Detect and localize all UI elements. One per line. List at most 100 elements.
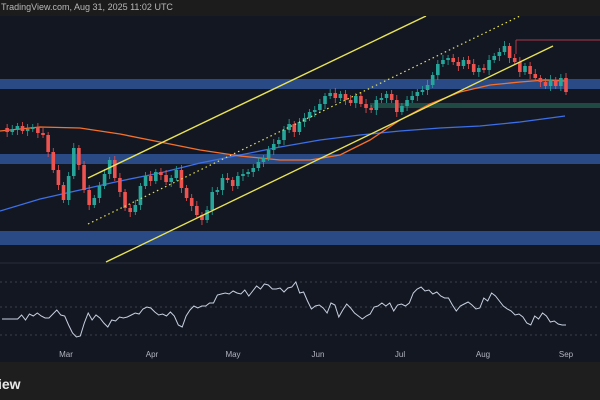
candle-body [174, 170, 179, 178]
candle-body [369, 108, 373, 110]
candle-body [425, 85, 430, 90]
candle-body [133, 205, 138, 212]
candle-body [436, 64, 440, 75]
support-zone-middle [0, 154, 600, 164]
candle-body [359, 96, 363, 104]
rsi-line [2, 280, 566, 338]
candle-body [5, 128, 9, 132]
candle-body [143, 176, 148, 186]
candle-body [328, 93, 332, 96]
candle-body [41, 133, 45, 135]
candle-body [364, 104, 368, 108]
candle-body [30, 127, 35, 129]
x-axis-label-aug: Aug [476, 350, 490, 359]
candle-body [200, 215, 204, 220]
x-axis-label-jun: Jun [312, 350, 325, 359]
candle-body [256, 162, 261, 168]
candle-body [497, 52, 502, 56]
candle-body [113, 160, 117, 178]
channel-middle [87, 16, 521, 225]
candle-body [389, 94, 394, 100]
candle-body [164, 175, 168, 182]
candle-body [225, 178, 230, 180]
candle-body [36, 127, 40, 133]
candle-body [71, 148, 76, 176]
candle-body [400, 106, 404, 112]
ma-100-line [0, 79, 566, 161]
candle-body [220, 178, 225, 190]
candle-body [241, 174, 245, 176]
candle-body [333, 93, 338, 98]
candle-body [533, 74, 538, 78]
candle-body [487, 60, 491, 70]
tradingview-brand: iew [0, 376, 21, 392]
candle-body [379, 98, 384, 100]
candle-body [353, 96, 358, 103]
candle-body [15, 126, 20, 130]
candle-body [384, 94, 389, 98]
support-zone-lower [0, 231, 600, 245]
watermark-text: TradingView.com, Aug 31, 2025 11:02 UTC [1, 2, 173, 12]
candle-body [282, 130, 286, 140]
watermark-bar: TradingView.com, Aug 31, 2025 11:02 UTC [0, 0, 600, 16]
chart-canvas[interactable]: Mar Apr May Jun Jul Aug Sep [0, 16, 600, 362]
candle-body [512, 58, 517, 62]
price-chart[interactable]: Mar Apr May Jun Jul Aug Sep [0, 16, 600, 362]
candle-body [87, 190, 91, 205]
candle-body [66, 176, 71, 200]
candle-body [420, 90, 425, 92]
candle-body [456, 62, 461, 66]
candle-body [528, 66, 532, 74]
candle-body [287, 124, 291, 130]
candle-body [195, 206, 199, 215]
candle-body [343, 94, 348, 100]
candle-body [559, 78, 563, 86]
channel-lower [105, 45, 554, 263]
candle-body [553, 80, 558, 86]
x-axis-label-may: May [225, 350, 240, 359]
candle-body [302, 118, 307, 122]
candle-body [292, 124, 297, 132]
candle-body [477, 68, 481, 72]
candle-body [123, 192, 127, 208]
candle-body [10, 130, 15, 132]
candle-body [518, 62, 522, 72]
candle-body [92, 198, 97, 205]
candle-body [410, 96, 414, 100]
candle-body [466, 60, 471, 64]
candle-body [461, 60, 466, 66]
candle-body [374, 100, 379, 110]
candle-body [318, 104, 322, 110]
candle-body [61, 185, 66, 200]
candle-body [323, 96, 327, 104]
candle-body [169, 178, 173, 182]
x-axis-label-mar: Mar [59, 350, 73, 359]
candle-body [395, 100, 399, 112]
candle-body [271, 144, 276, 150]
candle-body [251, 168, 256, 172]
candle-body [543, 82, 548, 86]
candle-body [538, 78, 543, 82]
candle-body [215, 190, 220, 192]
candle-body [118, 178, 122, 192]
candle-body [471, 64, 476, 72]
candle-body [277, 140, 281, 144]
candle-body [46, 135, 50, 152]
candle-body [261, 158, 266, 162]
candle-body [56, 170, 61, 185]
candle-body [236, 176, 240, 186]
candle-body [451, 58, 455, 62]
x-axis-label-sep: Sep [559, 350, 574, 359]
footer-bar: iew [0, 362, 600, 400]
candle-body [348, 100, 353, 103]
candle-body [492, 56, 497, 60]
candle-body [20, 126, 25, 131]
resistance-zone-upper [0, 79, 600, 89]
candle-body [564, 78, 568, 92]
candle-body [338, 94, 343, 98]
candle-body [507, 46, 512, 58]
candle-body [51, 152, 56, 170]
candle-body [405, 100, 409, 106]
candle-body [102, 174, 107, 186]
x-axis-label-jul: Jul [395, 350, 405, 359]
